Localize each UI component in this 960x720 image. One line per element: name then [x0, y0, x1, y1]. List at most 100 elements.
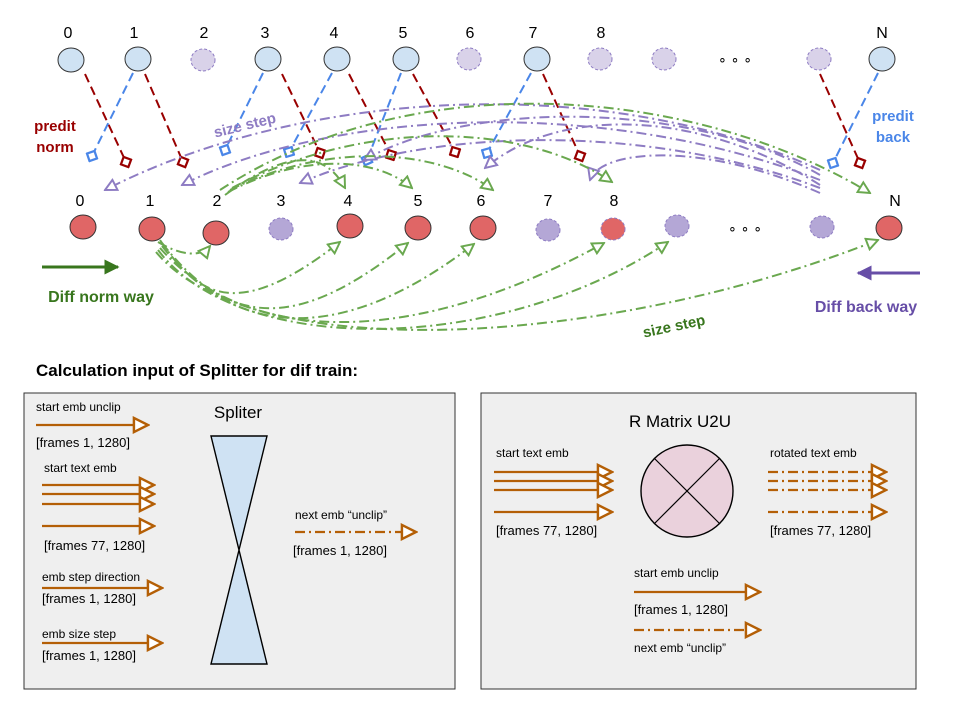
- bottom-node-label-5: 5: [414, 193, 423, 210]
- section-title: Calculation input of Splitter for dif tr…: [36, 361, 358, 380]
- predit-norm-lines: [84, 73, 860, 163]
- predit-norm-line-5: [412, 73, 455, 152]
- top-node-label-2: 2: [200, 25, 209, 42]
- predit-back-line-1: [92, 72, 134, 156]
- green-arc-bottom-3: [161, 244, 474, 320]
- left-frames-1-b-label: [frames 1, 1280]: [42, 591, 136, 606]
- predit-back-label-line2: back: [876, 129, 911, 146]
- predit-back-line-n: [833, 72, 879, 163]
- top-node-0: [57, 47, 85, 73]
- green-arc-top-5: [231, 135, 612, 189]
- predit-norm-label-line1: predit: [34, 118, 76, 135]
- left-start-emb-unclip-label: start emb unclip: [36, 400, 121, 414]
- right-panel-box: [480, 392, 917, 690]
- bottom-node-label-3: 3: [277, 193, 286, 210]
- top-node-4: [323, 46, 351, 72]
- left-emb-step-direction-label: emb step direction: [42, 570, 140, 584]
- predit-back-line-3: [225, 72, 264, 150]
- purple-arc-2: [182, 121, 821, 185]
- bottom-node-label-n: N: [889, 193, 901, 210]
- bottom-node-1: [138, 216, 166, 242]
- top-node-3: [254, 46, 282, 72]
- predit-back-lines: [92, 72, 879, 163]
- predit-back-line-4: [289, 72, 333, 152]
- predit-back-line-7: [487, 72, 532, 153]
- top-node-ghost-2: [806, 47, 832, 71]
- green-arc-bottom-7: [157, 241, 210, 254]
- predit-norm-line-7: [542, 73, 580, 156]
- bottom-node-3: [268, 217, 294, 241]
- bottom-node-6: [469, 215, 497, 241]
- r-matrix-title: R Matrix U2U: [629, 412, 731, 431]
- diff-back-way-label: Diff back way: [815, 299, 917, 316]
- right-start-emb-unclip-label: start emb unclip: [634, 566, 719, 580]
- top-node-7: [523, 46, 551, 72]
- top-node-2: [190, 48, 216, 72]
- top-node-label-1: 1: [130, 25, 139, 42]
- bottom-node-ghost-2: [809, 215, 835, 239]
- right-start-text-emb-label: start text emb: [496, 446, 569, 460]
- right-frames-1-label: [frames 1, 1280]: [634, 602, 728, 617]
- purple-arc-6: [364, 115, 821, 176]
- bottom-node-label-4: 4: [344, 193, 353, 210]
- top-node-label-0: 0: [64, 25, 73, 42]
- green-arc-bottom-1: [159, 239, 340, 294]
- purple-arc-3: [300, 139, 821, 189]
- top-node-label-7: 7: [529, 25, 538, 42]
- top-node-label-6: 6: [466, 25, 475, 42]
- predit-norm-line-0: [84, 73, 126, 162]
- bottom-node-2: [202, 220, 230, 246]
- left-panel: start emb unclip [frames 1, 1280] start …: [23, 392, 456, 690]
- bottom-node-8: [600, 217, 626, 241]
- left-emb-size-step-label: emb size step: [42, 627, 116, 641]
- top-node-ghost: [651, 47, 677, 71]
- spliter-title: Spliter: [214, 403, 263, 422]
- bottom-node-label-6: 6: [477, 193, 486, 210]
- top-node-1: [124, 46, 152, 72]
- top-node-n: [868, 46, 896, 72]
- predit-norm-line-n: [819, 73, 860, 163]
- bottom-row-ellipsis: ∘ ∘ ∘: [728, 220, 762, 236]
- purple-arc-1: [105, 103, 821, 190]
- rotation-matrix-cross-2: [653, 457, 721, 525]
- predit-back-label-line1: predit: [872, 108, 914, 125]
- green-arc-top-4: [229, 155, 493, 190]
- left-start-text-emb-label: start text emb: [44, 461, 117, 475]
- green-diff-arcs-bottom: [155, 239, 878, 331]
- bottom-node-7: [535, 218, 561, 242]
- bottom-node-label-1: 1: [146, 193, 155, 210]
- predit-norm-line-4: [348, 73, 391, 155]
- green-arc-top-3: [227, 162, 412, 193]
- bottom-node-4: [336, 213, 364, 239]
- purple-diff-arcs: [105, 103, 821, 194]
- top-node-label-n: N: [876, 25, 888, 42]
- left-next-emb-unclip-label: next emb “unclip”: [295, 508, 387, 522]
- left-frames-77-label: [frames 77, 1280]: [44, 538, 145, 553]
- spliter-hourglass: [210, 435, 268, 665]
- predit-norm-line-1: [144, 73, 183, 162]
- top-row-ellipsis: ∘ ∘ ∘: [718, 51, 752, 67]
- purple-arc-5: [485, 123, 821, 186]
- right-frames-77-b-label: [frames 77, 1280]: [770, 523, 871, 538]
- top-node-8: [587, 47, 613, 71]
- top-row: 0 1 2 3 4 5 6 7 8 N ∘ ∘ ∘: [57, 25, 896, 73]
- size-step-bottom-label: size step: [641, 312, 707, 342]
- right-next-emb-unclip-label: next emb “unclip”: [634, 641, 726, 655]
- bottom-node-label-0: 0: [76, 193, 85, 210]
- rotated-text-emb-label: rotated text emb: [770, 446, 857, 460]
- top-node-label-3: 3: [261, 25, 270, 42]
- green-diff-arcs-top: [219, 102, 870, 196]
- top-node-label-4: 4: [330, 25, 339, 42]
- bottom-node-label-2: 2: [213, 193, 222, 210]
- right-panel: R Matrix U2U start text emb [frames 77, …: [480, 392, 917, 690]
- right-frames-77-label: [frames 77, 1280]: [496, 523, 597, 538]
- predit-norm-label-line2: norm: [36, 139, 74, 156]
- bottom-node-ghost: [664, 214, 690, 238]
- top-node-6: [456, 47, 482, 71]
- top-node-label-8: 8: [597, 25, 606, 42]
- top-node-5: [392, 46, 420, 72]
- left-frames-1-label: [frames 1, 1280]: [36, 435, 130, 450]
- purple-arc-4: [590, 154, 821, 194]
- green-arc-bottom-4: [159, 243, 604, 324]
